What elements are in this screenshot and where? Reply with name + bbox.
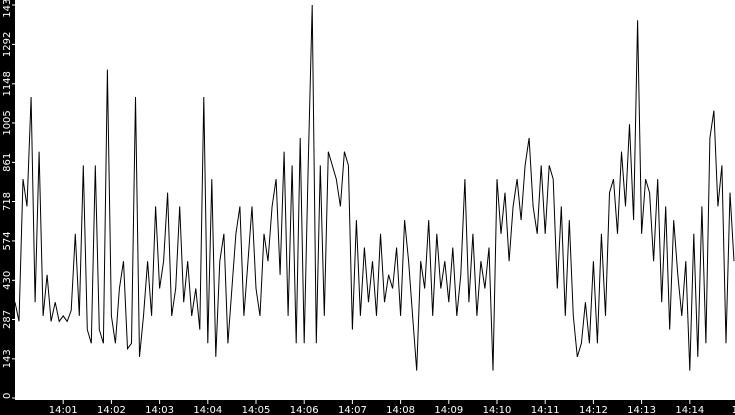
x-tick-label: 14:04 xyxy=(193,405,222,415)
x-tick-label: 14:06 xyxy=(290,405,319,415)
y-tick-label: 143 xyxy=(2,349,13,368)
y-tick-label: 1292 xyxy=(2,32,13,57)
plot-area xyxy=(15,0,735,400)
series-group xyxy=(14,4,735,371)
y-tick-label: 861 xyxy=(2,153,13,172)
x-tick-label: 14:07 xyxy=(338,405,367,415)
x-tick-label: 14:08 xyxy=(386,405,415,415)
y-tick-label: 574 xyxy=(2,231,13,250)
x-tick-label: 14:10 xyxy=(483,405,512,415)
x-tick-label: 14:05 xyxy=(242,405,271,415)
y-tick-label: 1005 xyxy=(2,110,13,135)
y-tick-label: 718 xyxy=(2,192,13,211)
y-tick-label: 1436 xyxy=(2,0,13,18)
x-tick-label: 14:13 xyxy=(627,405,656,415)
x-tick-label: 14:14 xyxy=(675,405,704,415)
y-tick-label: 0 xyxy=(2,393,13,399)
y-tick-label: 287 xyxy=(2,310,13,329)
x-tick-label: 14 xyxy=(732,405,735,415)
y-tick-label: 1148 xyxy=(2,71,13,96)
y-axis: 0 143 287 430 574 718 861 1005 1148 1292 1436 xyxy=(2,0,15,399)
x-tick-label: 14:12 xyxy=(579,405,608,415)
series-line-0 xyxy=(14,4,735,371)
x-tick-label: 14:09 xyxy=(434,405,463,415)
x-tick-label: 14:03 xyxy=(145,405,174,415)
x-axis: 14:01 14:02 14:03 14:04 14:05 14:06 14:07 14:08… xyxy=(49,400,735,415)
x-tick-label: 14:11 xyxy=(531,405,560,415)
x-tick-label: 14:01 xyxy=(49,405,78,415)
y-tick-label: 430 xyxy=(2,271,13,290)
x-tick-label: 14:02 xyxy=(97,405,126,415)
